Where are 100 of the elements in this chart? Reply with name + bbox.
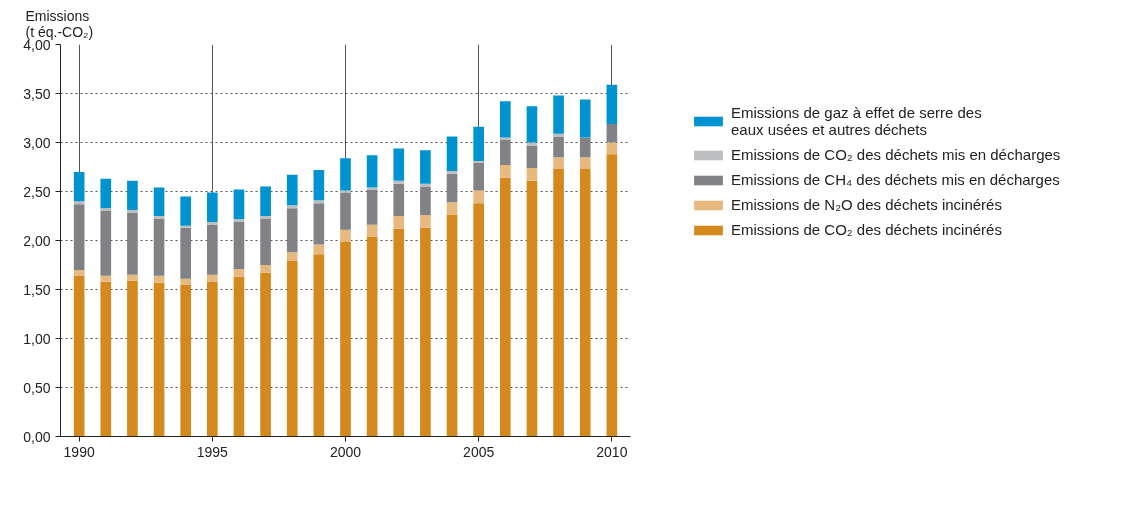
y-tick-label: 3,00 — [23, 134, 51, 151]
bar — [180, 227, 192, 279]
bar — [526, 167, 538, 181]
legend-label: Emissions de N₂O des déchets incinérés — [731, 196, 1002, 213]
bar — [340, 229, 351, 242]
x-tick-label: 2000 — [329, 443, 362, 460]
bar — [127, 213, 138, 275]
bar — [313, 200, 325, 204]
bar — [473, 203, 484, 437]
bar — [233, 276, 245, 437]
y-tick-label: 2,50 — [23, 183, 51, 200]
bar — [180, 196, 192, 226]
bar — [153, 216, 165, 219]
bar — [473, 190, 484, 204]
bar — [553, 133, 564, 137]
bar — [286, 174, 298, 206]
bar — [526, 180, 538, 437]
bar — [420, 150, 431, 184]
bar — [100, 208, 112, 212]
bar — [446, 136, 458, 171]
bar — [366, 189, 378, 225]
bar — [393, 148, 405, 181]
bar — [207, 192, 218, 222]
bar — [313, 169, 325, 201]
bar — [100, 275, 112, 282]
bar — [393, 216, 405, 229]
bar — [446, 173, 458, 203]
bar — [100, 211, 112, 276]
legend-label: Emissions de CO₂ des déchets mis en décharges — [731, 146, 1061, 163]
bar — [579, 168, 591, 437]
bar — [180, 284, 192, 437]
bar — [180, 278, 192, 285]
bar — [420, 227, 431, 437]
bar — [473, 126, 484, 162]
bar — [340, 158, 351, 191]
bar — [260, 272, 271, 437]
bar — [286, 208, 298, 253]
bar — [207, 224, 218, 275]
bar — [313, 203, 325, 245]
bar — [73, 201, 85, 205]
y-tick-label: 1,00 — [23, 330, 51, 347]
bar — [73, 204, 85, 270]
bar — [393, 228, 405, 437]
bar — [393, 180, 405, 184]
bar — [313, 254, 325, 437]
bar — [420, 183, 431, 187]
y-tick-label: 0,50 — [23, 379, 51, 396]
bar — [73, 275, 85, 437]
bar — [420, 215, 431, 228]
bar — [553, 95, 564, 134]
bar — [499, 101, 511, 138]
legend-label: Emissions de CO₂ des déchets incinérés — [731, 221, 1002, 238]
bar — [207, 274, 218, 282]
bar — [579, 137, 591, 158]
bar — [233, 268, 245, 277]
bar — [420, 186, 431, 216]
bar — [260, 216, 271, 219]
bar — [286, 252, 298, 262]
bar — [286, 261, 298, 437]
bar — [446, 215, 458, 437]
bar — [499, 165, 511, 178]
legend-label: Emissions de gaz à effet de serre des eaux usées et autres déchets — [731, 104, 982, 138]
bar — [473, 163, 484, 191]
bar — [366, 236, 378, 437]
bar — [499, 177, 511, 437]
bar — [526, 145, 538, 168]
bar — [553, 136, 564, 158]
bar — [446, 202, 458, 216]
bar — [606, 123, 618, 143]
bar — [233, 189, 245, 219]
bar — [286, 205, 298, 209]
bar — [499, 139, 511, 166]
bar — [260, 218, 271, 265]
bar — [100, 178, 112, 209]
bar — [153, 187, 165, 216]
bar — [233, 221, 245, 269]
bar — [579, 157, 591, 169]
y-tick-label: 1,50 — [23, 281, 51, 298]
y-tick-label: 0,00 — [23, 428, 51, 445]
x-tick-label: 2005 — [463, 443, 495, 460]
bar — [579, 99, 591, 138]
bar — [366, 224, 378, 237]
bar — [127, 280, 138, 437]
bar — [366, 155, 378, 188]
bar — [207, 221, 218, 225]
bar — [127, 210, 138, 214]
bar — [553, 168, 564, 437]
bar — [127, 274, 138, 281]
x-tick-label: 2010 — [596, 443, 628, 460]
bar — [260, 265, 271, 273]
bar — [340, 241, 351, 437]
bar — [606, 84, 618, 124]
bar — [153, 218, 165, 276]
bar — [446, 170, 458, 174]
bar — [393, 183, 405, 216]
bar — [73, 269, 85, 276]
bar — [526, 106, 538, 143]
bar — [127, 180, 138, 211]
bar — [100, 281, 112, 437]
bar — [153, 275, 165, 283]
